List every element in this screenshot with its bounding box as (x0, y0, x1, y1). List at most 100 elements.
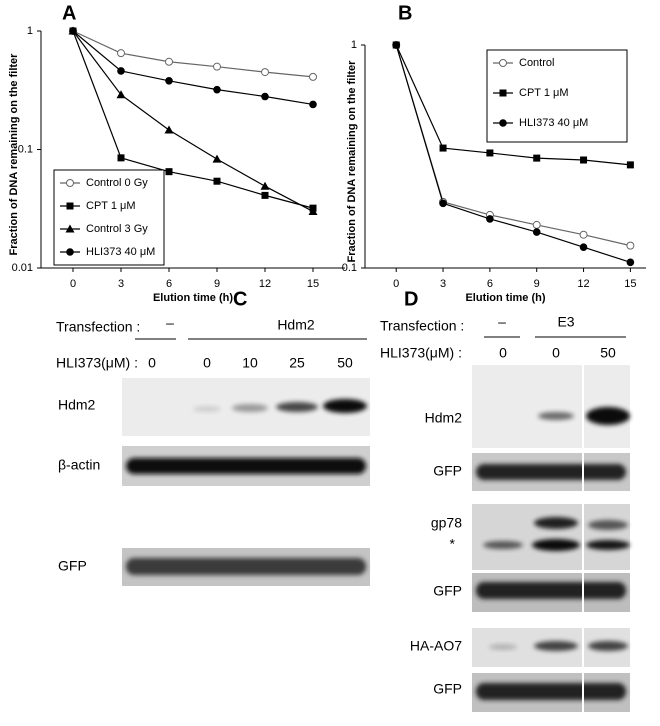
marker (261, 92, 269, 101)
panel-letter: C (233, 288, 247, 310)
legend-box (486, 49, 628, 143)
dose: 50 (337, 355, 353, 371)
dose: 0 (203, 355, 211, 371)
legend-marker (66, 179, 74, 187)
marker (212, 154, 222, 163)
marker (165, 76, 173, 85)
y-axis-title: Fraction of DNA remaining on the filter (8, 53, 20, 256)
x-tick-label: 15 (307, 278, 319, 290)
group-label: E3 (557, 314, 574, 330)
dose: 0 (552, 345, 560, 361)
y-tick-label: 1 (27, 25, 33, 37)
blot (472, 453, 630, 491)
marker (532, 228, 541, 236)
panel-letter: D (404, 288, 418, 310)
marker (117, 154, 125, 162)
marker (439, 199, 447, 208)
group-label: – (498, 314, 506, 330)
legend-label: Control (519, 57, 554, 69)
marker (580, 156, 588, 164)
marker (626, 161, 634, 169)
dose: 0 (148, 355, 156, 371)
marker (439, 144, 447, 152)
row-label: Hdm2 (58, 397, 96, 413)
x-axis-title: Elution time (h) (465, 292, 545, 304)
row-label: GFP (433, 583, 462, 599)
marker (532, 220, 541, 229)
marker (261, 191, 269, 199)
legend-label: HLI373 40 μM (519, 117, 588, 129)
x-tick-label: 0 (393, 278, 399, 290)
legend-marker (499, 59, 507, 67)
marker (309, 72, 317, 81)
dose: 0 (499, 345, 507, 361)
x-tick-label: 3 (118, 278, 124, 290)
row-label: GFP (58, 558, 87, 574)
group-label: – (166, 315, 174, 331)
marker (165, 168, 173, 176)
y-axis-title: Fraction of DNA remaining on the filter (346, 60, 358, 263)
y-tick-label: 0.1 (18, 143, 33, 155)
y-tick-label: 0.1 (342, 262, 357, 274)
x-tick-label: 0 (70, 278, 76, 290)
marker (69, 27, 77, 35)
dose: 25 (289, 355, 305, 371)
legend-marker (499, 89, 507, 97)
marker (213, 85, 221, 94)
dose: 10 (242, 355, 258, 371)
marker (486, 149, 494, 157)
x-tick-label: 9 (214, 278, 220, 290)
y-tick-label: 1 (351, 39, 357, 51)
marker (626, 241, 635, 250)
legend-marker (66, 202, 74, 210)
legend-marker (66, 248, 74, 256)
series-line (395, 44, 631, 166)
legend-marker (499, 119, 507, 127)
row-label: β-actin (58, 457, 100, 473)
row-label: gp78 (431, 515, 462, 531)
marker (164, 125, 174, 134)
legend-label: CPT 1 μM (519, 87, 569, 99)
series-line (72, 30, 314, 209)
legend-label: Control 3 Gy (86, 223, 148, 235)
series-line (72, 30, 314, 78)
marker (261, 68, 269, 77)
panel-letter: B (398, 2, 412, 24)
x-tick-label: 6 (487, 278, 493, 290)
marker (309, 100, 317, 109)
blot (122, 446, 370, 486)
row-label: GFP (433, 681, 462, 697)
marker (213, 62, 221, 71)
marker (579, 243, 588, 251)
series-line (395, 44, 631, 263)
legend-label: Control 0 Gy (86, 177, 148, 189)
row-label: Hdm2 (425, 410, 463, 426)
legend-label: HLI373 40 μM (86, 246, 155, 258)
dose-label: HLI373(μM) : (56, 355, 138, 371)
blot (472, 573, 630, 612)
transfection-label: Transfection : (56, 319, 140, 335)
group-label: Hdm2 (277, 317, 315, 333)
x-axis-title: Elution time (h) (153, 292, 233, 304)
legend-label: CPT 1 μM (86, 200, 136, 212)
series-line (72, 30, 314, 212)
x-tick-label: 6 (166, 278, 172, 290)
x-tick-label: 9 (534, 278, 540, 290)
marker (533, 154, 541, 162)
blot (472, 504, 630, 570)
marker (117, 49, 125, 58)
series-line (72, 30, 314, 106)
x-tick-label: 15 (624, 278, 636, 290)
y-tick-label: 0.01 (12, 262, 33, 274)
marker (392, 41, 401, 49)
marker (117, 67, 125, 75)
marker (308, 206, 318, 215)
blot (472, 673, 630, 712)
panel-letter: A (62, 2, 76, 24)
row-label: GFP (433, 463, 462, 479)
row-label: HA-AO7 (410, 638, 462, 654)
blot (472, 628, 630, 667)
transfection-label: Transfection : (380, 318, 464, 334)
x-tick-label: 12 (577, 278, 589, 290)
